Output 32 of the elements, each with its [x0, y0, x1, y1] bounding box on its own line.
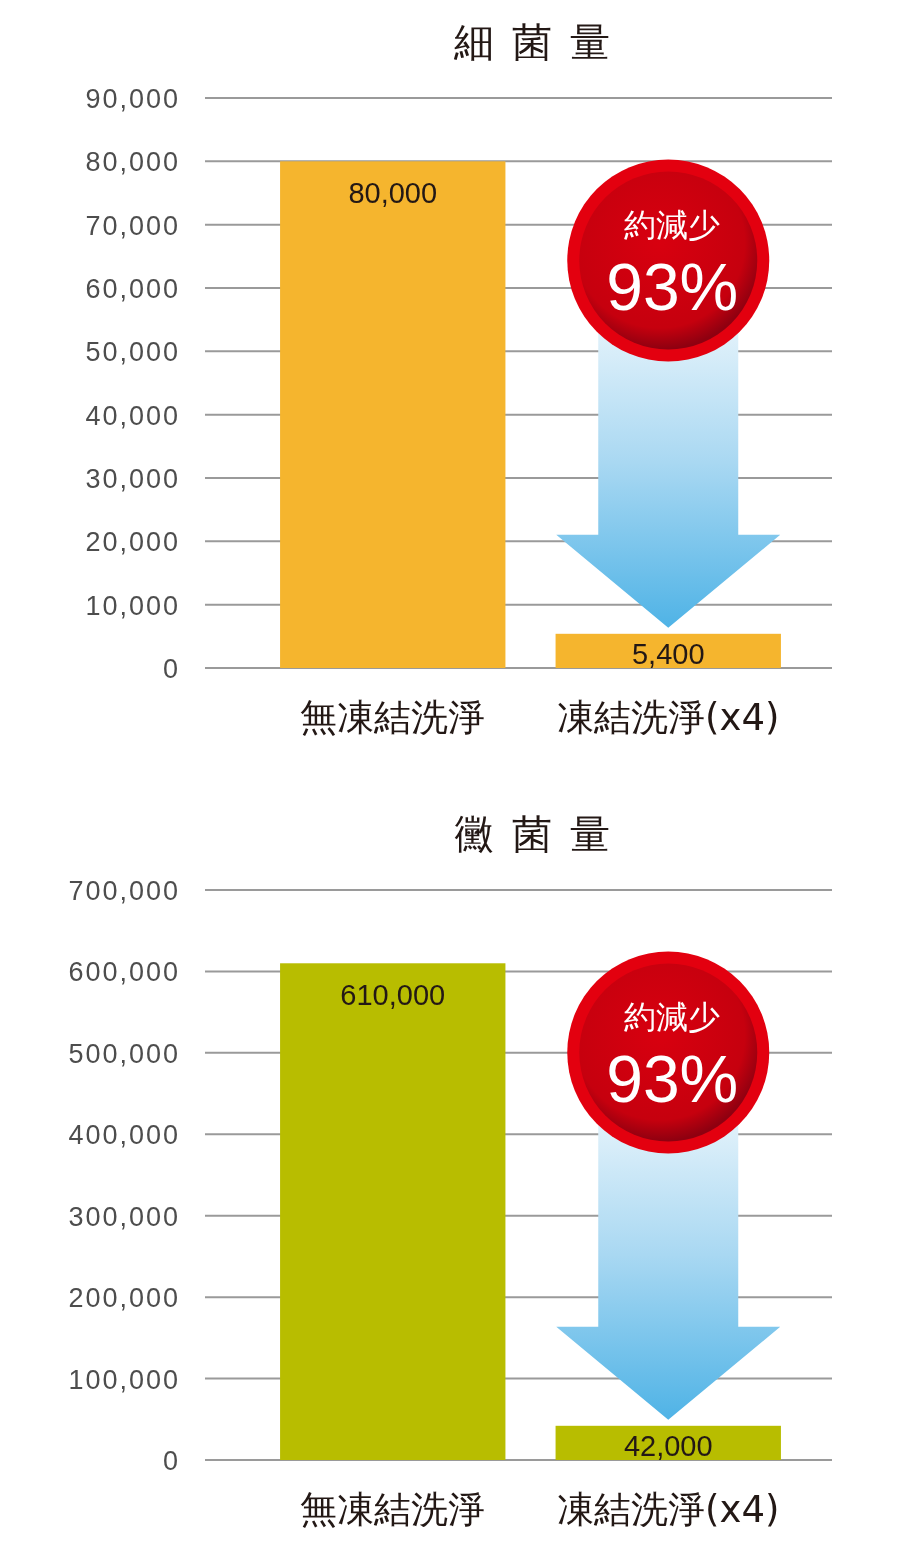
x-tick-label: 凍結洗淨(x4) [557, 1488, 780, 1531]
y-tick-label: 100,000 [68, 1364, 180, 1395]
y-tick-label: 40,000 [85, 400, 180, 431]
y-tick-label: 700,000 [68, 876, 180, 906]
x-tick-label: 無凍結洗淨 [300, 696, 486, 739]
y-tick-label: 90,000 [85, 84, 180, 114]
y-tick-label: 80,000 [85, 147, 180, 178]
annotation: 93% [606, 250, 739, 325]
annotation: 約減少 [624, 998, 721, 1037]
x-tick-label: 凍結洗淨(x4) [557, 696, 780, 739]
data-label: 5,400 [631, 638, 705, 670]
y-tick-label: 0 [162, 1446, 180, 1476]
y-tick-label: 50,000 [85, 337, 180, 368]
data-label: 42,000 [623, 1430, 713, 1462]
y-tick-label: 500,000 [68, 1038, 180, 1069]
y-tick-label: 20,000 [85, 527, 180, 558]
y-tick-label: 30,000 [85, 464, 180, 494]
y-tick-label: 400,000 [68, 1120, 180, 1151]
y-tick-label: 10,000 [85, 590, 180, 621]
y-tick-label: 600,000 [68, 957, 180, 988]
y-tick-label: 0 [162, 654, 180, 684]
annotation: 約減少 [624, 206, 721, 245]
chart-title: 細菌量 [452, 19, 628, 65]
y-tick-label: 70,000 [85, 210, 180, 241]
y-tick-label: 200,000 [68, 1283, 180, 1314]
y-tick-label: 60,000 [85, 274, 180, 304]
y-tick-label: 300,000 [68, 1201, 180, 1232]
data-label: 80,000 [348, 177, 438, 210]
data-label: 610,000 [340, 979, 446, 1012]
x-tick-label: 無凍結洗淨 [300, 1488, 486, 1531]
annotation: 93% [606, 1042, 739, 1117]
chart-title: 黴菌量 [453, 811, 628, 857]
